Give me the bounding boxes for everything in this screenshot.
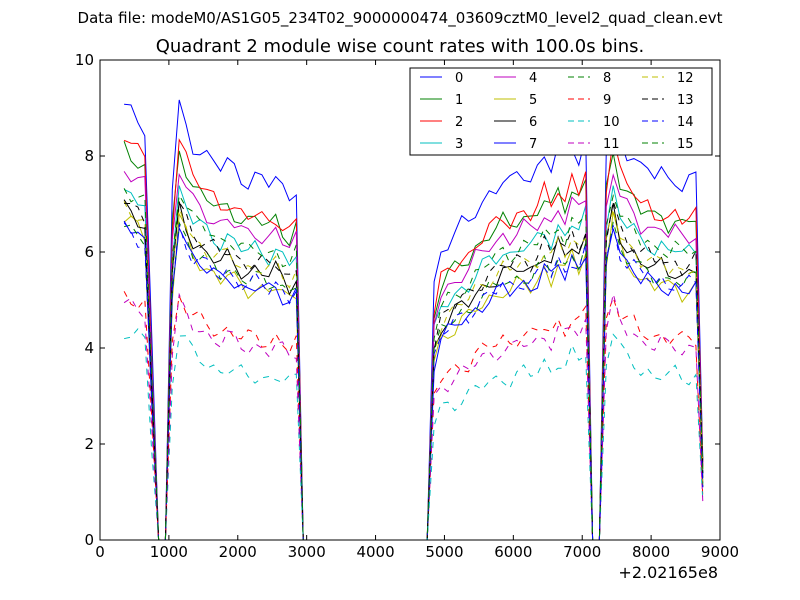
y-tick-label: 10: [75, 51, 94, 69]
x-offset-label: +2.02165e8: [618, 563, 718, 582]
plot-frame: [99, 59, 721, 541]
series-line-7: [123, 220, 704, 541]
series-line-5: [123, 211, 704, 541]
x-tick-label: 2000: [219, 543, 257, 561]
x-tick-label: 6000: [494, 543, 532, 561]
legend-label-8: 8: [603, 71, 611, 86]
series-layer: [123, 99, 704, 541]
x-tick-label: 8000: [632, 543, 670, 561]
legend-label-15: 15: [677, 137, 694, 152]
y-tick-label: 8: [84, 147, 94, 165]
x-tick-label: 5000: [425, 543, 463, 561]
legend-label-14: 14: [677, 115, 694, 130]
series-line-6: [123, 199, 704, 541]
legend-label-0: 0: [455, 71, 463, 86]
legend-frame: [409, 67, 713, 156]
legend-label-9: 9: [603, 93, 611, 108]
x-tick-label: 3000: [288, 543, 326, 561]
y-tick-label: 4: [84, 339, 94, 357]
tick-layer: 0 1000 2000 3000 4000 5000 6000 7000 8000 9000 0 2 4…: [75, 51, 739, 561]
legend-label-1: 1: [455, 93, 463, 108]
series-line-8: [123, 221, 704, 541]
legend-label-10: 10: [603, 115, 620, 130]
x-tick-label: 4000: [356, 543, 394, 561]
legend-label-5: 5: [529, 93, 537, 108]
x-tick-label: 7000: [563, 543, 601, 561]
figure-suptitle: Data file: modeM0/AS1G05_234T02_90000004…: [77, 9, 723, 27]
legend-label-11: 11: [603, 137, 620, 152]
legend-label-2: 2: [455, 115, 463, 130]
legend-label-7: 7: [529, 137, 537, 152]
x-tick-label: 0: [95, 543, 105, 561]
y-tick-label: 0: [84, 531, 94, 549]
series-line-13: [124, 200, 704, 541]
legend-label-12: 12: [677, 71, 694, 86]
series-line-12: [123, 201, 704, 541]
legend-label-4: 4: [529, 71, 537, 86]
chart-title: Quadrant 2 module wise count rates with …: [155, 36, 645, 57]
series-line-9: [123, 291, 704, 541]
legend-label-13: 13: [677, 93, 694, 108]
x-tick-label: 1000: [150, 543, 188, 561]
y-tick-label: 6: [84, 243, 94, 261]
legend-label-6: 6: [529, 115, 537, 130]
series-line-10: [123, 328, 704, 541]
series-line-11: [123, 292, 704, 541]
x-tick-label: 9000: [701, 543, 739, 561]
series-line-4: [123, 171, 704, 541]
y-tick-label: 2: [84, 435, 94, 453]
legend-label-3: 3: [455, 137, 463, 152]
